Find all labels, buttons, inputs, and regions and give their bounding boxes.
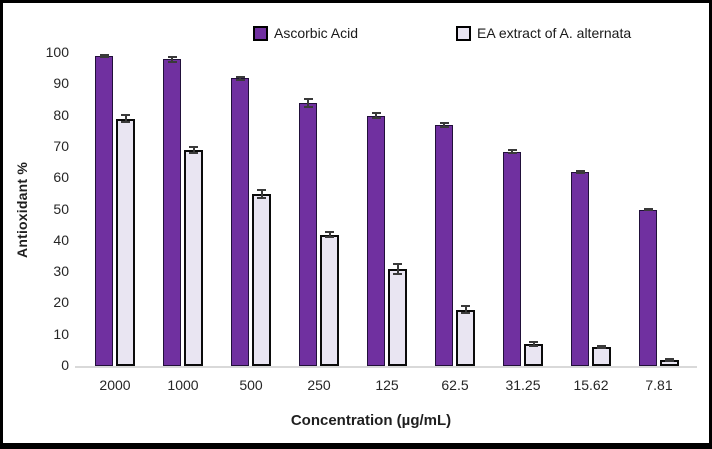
error-bar-stem xyxy=(260,189,263,199)
error-bar-cap xyxy=(575,171,585,174)
error-bar-cap xyxy=(121,121,130,124)
y-tick-label: 70 xyxy=(53,137,69,154)
error-bar-stem xyxy=(443,121,445,129)
error-bar-stem xyxy=(103,53,105,59)
bar-ascorbic-acid xyxy=(367,115,385,366)
bar-ea-extract xyxy=(456,309,475,366)
bar-ascorbic-acid xyxy=(571,171,589,366)
bar-ascorbic-acid xyxy=(163,59,181,366)
legend: Ascorbic Acid EA extract of A. alternata xyxy=(253,25,631,41)
y-tick-label: 50 xyxy=(53,200,69,217)
x-tick-label: 62.5 xyxy=(441,377,469,393)
error-bar xyxy=(371,111,381,120)
error-bar-cap xyxy=(439,126,449,129)
x-tick-label: 7.81 xyxy=(645,377,673,393)
error-bar-stem xyxy=(124,114,127,124)
plot-area xyxy=(75,53,697,368)
legend-item-ea-extract: EA extract of A. alternata xyxy=(456,25,631,41)
error-bar-cap xyxy=(507,152,517,155)
legend-item-ascorbic-acid: Ascorbic Acid xyxy=(253,25,358,41)
error-bar-stem xyxy=(511,149,513,155)
y-tick-label: 40 xyxy=(53,231,69,248)
error-bar-cap xyxy=(665,359,674,362)
error-bar-stem xyxy=(375,111,377,120)
x-tick-label: 31.25 xyxy=(505,377,541,393)
bar-ea-extract xyxy=(184,150,203,366)
error-bar xyxy=(597,345,606,350)
x-tick-label: 15.62 xyxy=(573,377,609,393)
y-tick-label: 10 xyxy=(53,325,69,342)
x-axis-line xyxy=(75,366,697,368)
error-bar xyxy=(575,170,585,174)
bar-ascorbic-acid xyxy=(639,209,657,366)
error-bar-stem xyxy=(307,98,309,108)
y-tick-label: 30 xyxy=(53,263,69,280)
bar-ascorbic-acid xyxy=(95,56,113,366)
y-tick-label: 60 xyxy=(53,169,69,186)
error-bar-stem xyxy=(600,345,603,350)
error-bar-cap xyxy=(325,235,334,238)
error-bar-cap xyxy=(393,272,402,275)
error-bar xyxy=(461,304,470,315)
y-tick-label: 80 xyxy=(53,106,69,123)
error-bar xyxy=(393,263,402,275)
x-axis-title: Concentration (µg/mL) xyxy=(290,412,452,429)
y-tick-label: 90 xyxy=(53,75,69,92)
x-tick-label: 500 xyxy=(239,377,263,393)
error-bar-stem xyxy=(192,146,195,154)
error-bar xyxy=(507,149,517,155)
error-bar xyxy=(189,146,198,154)
error-bar-stem xyxy=(396,263,399,275)
bar-ascorbic-acid xyxy=(231,78,249,366)
error-bar-stem xyxy=(239,75,241,81)
error-bar-cap xyxy=(99,56,109,59)
bar-ea-extract xyxy=(524,344,543,366)
error-bar xyxy=(167,55,177,63)
bar-ascorbic-acid xyxy=(503,151,521,366)
error-bar xyxy=(235,75,245,81)
error-bar-cap xyxy=(303,105,313,108)
error-bar-cap xyxy=(189,151,198,154)
error-bar-stem xyxy=(532,340,535,348)
x-tick-label: 1000 xyxy=(167,377,199,393)
legend-swatch-ascorbic-acid-icon xyxy=(253,25,268,41)
error-bar xyxy=(121,114,130,124)
error-bar xyxy=(643,208,653,211)
error-bar xyxy=(529,340,538,348)
bar-ascorbic-acid xyxy=(435,125,453,366)
legend-label-ascorbic-acid: Ascorbic Acid xyxy=(274,25,359,41)
error-bar-stem xyxy=(464,304,467,315)
bar-ea-extract xyxy=(252,193,271,366)
error-bar-cap xyxy=(167,61,177,63)
x-tick-label: 125 xyxy=(375,377,399,393)
error-bar-cap xyxy=(529,345,538,348)
error-bar-cap xyxy=(371,117,381,120)
legend-swatch-ea-extract-icon xyxy=(456,25,472,41)
error-bar-cap xyxy=(597,347,606,350)
y-tick-label: 0 xyxy=(61,357,69,373)
error-bar-stem xyxy=(328,231,331,238)
error-bar-cap xyxy=(257,196,266,199)
error-bar xyxy=(439,121,449,129)
error-bar-cap xyxy=(235,78,245,81)
x-tick-label: 250 xyxy=(307,377,331,393)
bar-ea-extract xyxy=(592,347,611,366)
error-bar-cap xyxy=(643,208,653,211)
error-bar xyxy=(325,231,334,238)
bar-ea-extract xyxy=(388,268,407,366)
error-bar xyxy=(99,53,109,59)
y-tick-label: 100 xyxy=(45,44,69,60)
error-bar xyxy=(303,98,313,108)
error-bar-cap xyxy=(461,312,470,315)
error-bar-stem xyxy=(171,55,173,63)
bar-ea-extract xyxy=(320,234,339,366)
bar-ea-extract xyxy=(116,118,135,366)
x-tick-label: 2000 xyxy=(99,377,131,393)
legend-label-ea-extract: EA extract of A. alternata xyxy=(477,25,632,41)
y-tick-label: 20 xyxy=(53,294,69,311)
error-bar xyxy=(257,189,266,199)
bar-ascorbic-acid xyxy=(299,103,317,366)
error-bar xyxy=(665,357,674,362)
